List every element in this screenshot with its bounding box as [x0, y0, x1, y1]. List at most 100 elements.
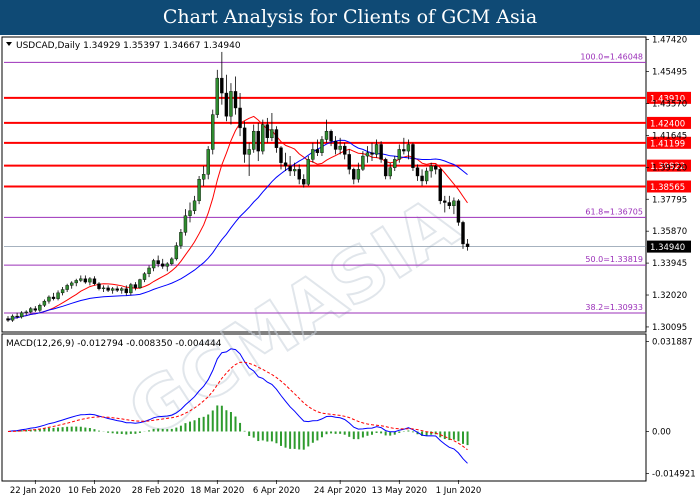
candle-body: [461, 222, 465, 245]
collapse-triangle-icon[interactable]: [6, 42, 12, 46]
candle-body: [343, 145, 347, 155]
candle: [160, 258, 165, 269]
candle: [406, 139, 411, 160]
candle-body: [110, 288, 115, 291]
candle-body: [347, 154, 351, 170]
candle: [156, 255, 160, 268]
candle-body: [201, 174, 206, 180]
candle-body: [379, 144, 383, 160]
candle: [69, 281, 74, 289]
resistance-label-bg: [647, 159, 691, 172]
candle: [120, 287, 124, 294]
candle: [224, 74, 229, 122]
candle-body: [10, 315, 15, 321]
candle-body: [220, 77, 224, 94]
candle-body: [292, 169, 297, 172]
candle-body: [142, 273, 147, 280]
candle: [65, 283, 69, 293]
candle-body: [242, 127, 247, 155]
candle-body: [424, 170, 429, 182]
candle: [315, 139, 320, 157]
candle: [256, 122, 260, 162]
candle-body: [60, 289, 65, 294]
candle-body: [274, 129, 279, 148]
candle-body: [265, 124, 270, 139]
candle: [83, 275, 88, 284]
candle-body: [370, 152, 374, 155]
candle-body: [197, 179, 201, 202]
chart-svg: GCMASIA 1.439101.424001.411991.398221.38…: [1, 36, 696, 496]
candle-body: [465, 243, 470, 247]
candle-body: [138, 279, 142, 289]
candle-body: [434, 165, 438, 170]
candle-body: [365, 152, 370, 157]
candle-body: [92, 278, 97, 284]
candle-body: [24, 311, 28, 313]
resistance-label: 1.39822: [650, 162, 685, 172]
candle-body: [19, 312, 24, 318]
x-tick-label: 18 Mar 2020: [190, 486, 244, 496]
macd-y-tick-label: 0.00: [652, 427, 671, 437]
candle: [265, 117, 270, 143]
candle-body: [65, 285, 69, 290]
resistance-label-bg: [647, 136, 691, 149]
macd-series: [7, 348, 469, 464]
candle: [383, 157, 388, 180]
candle: [188, 202, 192, 223]
candle: [233, 76, 238, 115]
candle-body: [393, 159, 397, 168]
candle-body: [256, 130, 260, 152]
y-tick-label: 1.47420: [652, 36, 687, 46]
candle: [88, 277, 92, 286]
moving-averages: [7, 115, 468, 321]
candle: [238, 93, 242, 137]
candle: [165, 262, 169, 272]
candle-body: [165, 263, 169, 267]
candle: [411, 142, 415, 171]
candle: [220, 51, 224, 105]
candle-body: [151, 260, 156, 269]
candle-body: [406, 144, 411, 152]
candle-body: [238, 107, 242, 129]
candle: [60, 287, 65, 296]
candle-body: [456, 200, 461, 223]
candle: [6, 316, 10, 322]
candle-body: [233, 91, 238, 109]
moving-average-line: [7, 115, 468, 321]
candle-body: [352, 169, 356, 180]
candle-body: [411, 144, 415, 168]
candle: [374, 139, 379, 158]
candle-body: [38, 305, 42, 311]
candle-body: [97, 283, 101, 289]
y-tick-label: 1.39720: [652, 163, 687, 173]
candle: [274, 126, 279, 153]
chart-frame: GCMASIA 1.43910 1.42400 1.41199 1.39822 1.38…: [0, 35, 700, 500]
candle: [215, 69, 220, 118]
candle-body: [156, 260, 160, 265]
candle-body: [311, 149, 315, 160]
candle: [438, 167, 442, 205]
candle: [343, 142, 347, 160]
last-price-label-bg: [647, 240, 691, 253]
y-tick-label: 1.37795: [652, 195, 687, 205]
candle: [424, 167, 429, 185]
candle: [229, 83, 233, 125]
resistance-label: 1.38565: [650, 183, 685, 193]
candle-body: [74, 280, 78, 284]
candle-body: [402, 149, 406, 152]
candle-body: [120, 288, 124, 291]
price-panel: [1, 36, 647, 333]
candle-body: [288, 165, 292, 172]
candle-body: [79, 278, 83, 281]
candle: [393, 156, 397, 171]
candle-body: [329, 130, 333, 142]
candle-body: [270, 129, 274, 139]
candles: [6, 51, 470, 322]
candle: [15, 312, 19, 319]
fibonacci-label: 38.2=1.30933: [585, 303, 643, 312]
candle: [292, 162, 297, 176]
candle-body: [6, 318, 10, 321]
candle-body: [115, 288, 119, 291]
y-tick-label: 1.43570: [652, 99, 687, 109]
candle: [151, 258, 156, 272]
